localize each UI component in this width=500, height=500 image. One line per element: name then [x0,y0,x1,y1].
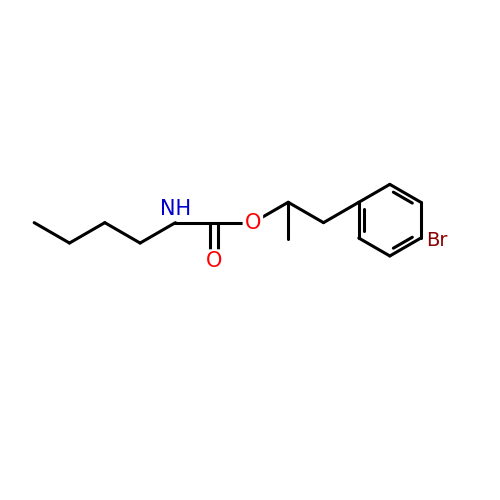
Text: NH: NH [160,198,191,218]
Text: O: O [244,212,261,233]
Text: O: O [206,252,222,272]
Text: Br: Br [426,231,448,250]
